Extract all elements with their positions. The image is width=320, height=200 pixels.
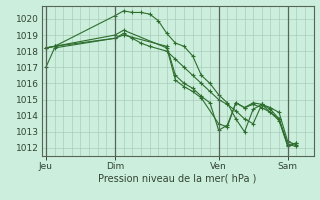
X-axis label: Pression niveau de la mer( hPa ): Pression niveau de la mer( hPa ) xyxy=(99,173,257,183)
